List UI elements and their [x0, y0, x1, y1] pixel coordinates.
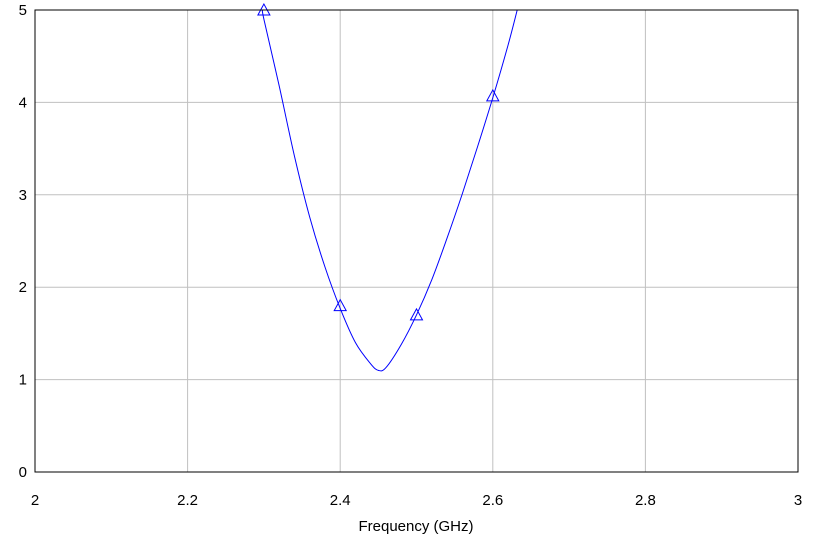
data-marker	[409, 307, 424, 321]
y-tick-label: 2	[19, 279, 27, 296]
x-tick-label: 2.4	[330, 492, 351, 509]
series-line	[261, 9, 518, 372]
data-marker	[485, 88, 500, 102]
y-tick-label: 5	[19, 2, 27, 19]
x-tick-label: 3	[794, 492, 802, 509]
y-tick-label: 4	[19, 94, 27, 111]
y-tick-label: 0	[19, 464, 27, 481]
data-marker	[333, 298, 348, 312]
x-tick-label: 2.2	[177, 492, 198, 509]
y-tick-label: 3	[19, 187, 27, 204]
plot-area-frame	[34, 9, 799, 473]
grid-lines	[35, 10, 798, 472]
x-tick-label: 2	[31, 492, 39, 509]
y-tick-label: 1	[19, 372, 27, 389]
marker-layer	[257, 2, 500, 321]
series-layer	[261, 9, 518, 372]
x-axis-title: Frequency (GHz)	[358, 518, 473, 535]
x-tick-label: 2.6	[482, 492, 503, 509]
tick-labels: 2 2.2 2.4 2.6 2.8 3 0 1 2 3 4 5	[19, 2, 803, 509]
x-tick-label: 2.8	[635, 492, 656, 509]
